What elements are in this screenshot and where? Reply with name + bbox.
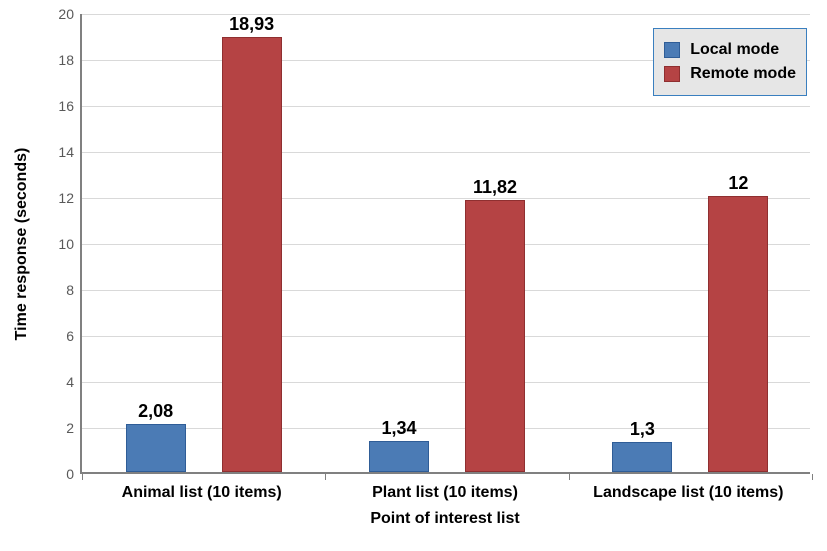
x-tick-mark <box>812 474 813 480</box>
y-tick-label: 8 <box>34 282 74 298</box>
gridline <box>82 152 810 153</box>
x-axis-title: Point of interest list <box>370 510 519 528</box>
gridline <box>82 382 810 383</box>
gridline <box>82 244 810 245</box>
gridline <box>82 106 810 107</box>
y-tick-label: 12 <box>34 190 74 206</box>
bar-label-local: 1,34 <box>381 418 416 439</box>
x-tick-label: Landscape list (10 items) <box>593 484 783 502</box>
x-tick-label: Plant list (10 items) <box>372 484 518 502</box>
legend-item-remote: Remote mode <box>664 65 796 83</box>
bar-remote <box>222 37 282 472</box>
legend-item-local: Local mode <box>664 41 796 59</box>
response-time-chart: Time response (seconds) 2,0818,931,3411,… <box>0 0 827 551</box>
gridline <box>82 198 810 199</box>
y-tick-label: 0 <box>34 466 74 482</box>
x-tick-label: Animal list (10 items) <box>122 484 282 502</box>
y-tick-label: 20 <box>34 6 74 22</box>
x-tick-mark <box>82 474 83 480</box>
y-tick-label: 16 <box>34 98 74 114</box>
legend-label-remote: Remote mode <box>690 65 796 83</box>
gridline <box>82 14 810 15</box>
legend-swatch-local <box>664 42 680 58</box>
legend-label-local: Local mode <box>690 41 779 59</box>
bar-remote <box>465 200 525 472</box>
bar-label-remote: 12 <box>728 173 748 194</box>
y-tick-label: 10 <box>34 236 74 252</box>
x-tick-mark <box>569 474 570 480</box>
y-tick-label: 4 <box>34 374 74 390</box>
y-tick-label: 6 <box>34 328 74 344</box>
gridline <box>82 336 810 337</box>
bar-label-remote: 11,82 <box>473 177 517 198</box>
y-tick-label: 18 <box>34 52 74 68</box>
y-tick-label: 14 <box>34 144 74 160</box>
bar-local <box>612 442 672 472</box>
y-tick-label: 2 <box>34 420 74 436</box>
gridline <box>82 428 810 429</box>
gridline <box>82 290 810 291</box>
x-tick-mark <box>325 474 326 480</box>
bar-local <box>369 441 429 472</box>
bar-local <box>126 424 186 472</box>
bar-label-remote: 18,93 <box>229 14 274 35</box>
legend-swatch-remote <box>664 66 680 82</box>
y-axis-title: Time response (seconds) <box>13 148 31 341</box>
bar-remote <box>708 196 768 472</box>
bar-label-local: 2,08 <box>138 401 173 422</box>
legend: Local mode Remote mode <box>653 28 807 96</box>
bar-label-local: 1,3 <box>630 419 655 440</box>
